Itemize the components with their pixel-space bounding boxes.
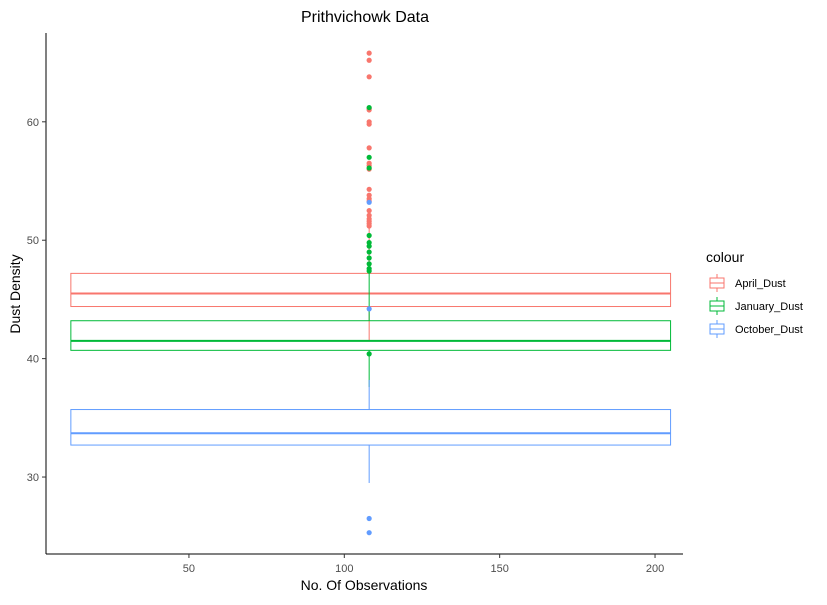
outlier-point-January_Dust: [366, 165, 372, 171]
legend-label: January_Dust: [735, 301, 803, 313]
outlier-point-January_Dust: [366, 261, 372, 267]
box-January_Dust: [70, 320, 672, 351]
outlier-point-April_Dust: [366, 192, 372, 198]
outlier-point-January_Dust: [366, 239, 372, 246]
outlier-point-January_Dust: [366, 255, 372, 261]
outlier-point-April_Dust: [366, 208, 372, 214]
x-tick-label: 50: [183, 563, 195, 575]
outlier-point-April_Dust: [366, 186, 372, 192]
outlier-point-April_Dust: [366, 57, 372, 63]
outlier-point-April_Dust: [366, 145, 372, 151]
plot-area: [70, 50, 672, 536]
x-tick-label: 150: [490, 563, 508, 575]
outlier-point-April_Dust: [366, 50, 372, 56]
outlier-point-January_Dust: [366, 104, 372, 111]
y-tick-label: 60: [27, 117, 39, 129]
outlier-point-January_Dust: [366, 232, 372, 239]
legend-label: April_Dust: [735, 278, 786, 290]
y-axis-label: Dust Density: [7, 254, 23, 333]
x-tick-label: 200: [646, 563, 664, 575]
outlier-point-April_Dust: [366, 223, 372, 229]
x-tick-label: 100: [335, 563, 353, 575]
outlier-point-October_Dust: [366, 306, 372, 312]
axes: 50 100 150 200 30 40 50 60: [27, 33, 683, 575]
outlier-point-April_Dust: [366, 212, 372, 218]
outlier-point-January_Dust: [366, 243, 372, 249]
y-tick-label: 40: [27, 354, 39, 366]
legend-label: October_Dust: [735, 324, 803, 336]
outlier-point-April_Dust: [366, 74, 372, 80]
y-tick-label: 50: [27, 235, 39, 247]
y-tick-label: 30: [27, 472, 39, 484]
outlier-point-April_Dust: [366, 121, 372, 127]
x-axis-label: No. Of Observations: [301, 577, 428, 593]
legend-title: colour: [706, 249, 744, 265]
outlier-point-January_Dust: [366, 268, 372, 274]
box-October_Dust: [70, 409, 672, 446]
box-April_Dust: [70, 272, 672, 308]
outlier-point-January_Dust: [366, 249, 372, 255]
outlier-point-January_Dust: [366, 351, 372, 357]
chart-title: Prithvichowk Data: [301, 9, 429, 26]
outlier-point-January_Dust: [366, 154, 372, 160]
legend: April_Dust January_Dust October_Dust: [709, 274, 803, 338]
outlier-point-October_Dust: [366, 530, 372, 536]
outlier-point-October_Dust: [366, 515, 372, 522]
outlier-point-October_Dust: [366, 199, 372, 205]
